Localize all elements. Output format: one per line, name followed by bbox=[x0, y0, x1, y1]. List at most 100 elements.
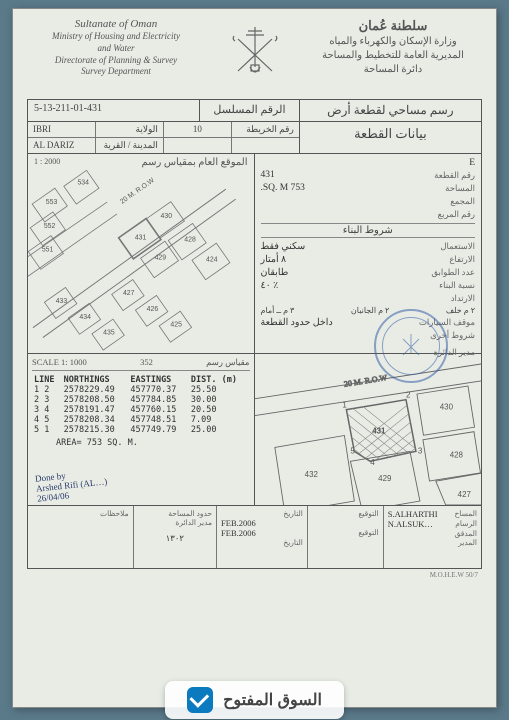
svg-text:431: 431 bbox=[135, 235, 147, 242]
plot-no-value: 431 bbox=[261, 170, 275, 181]
area-value: 753 bbox=[291, 183, 305, 193]
floors-label: عدد الطوابق bbox=[431, 267, 475, 278]
date-2: FEB.2006 bbox=[221, 528, 303, 538]
svg-text:429: 429 bbox=[378, 474, 392, 483]
svg-text:426: 426 bbox=[147, 306, 159, 313]
plot-data-panel: E رقم القطعة 431 المساحة 753 SQ. M. المج… bbox=[255, 154, 482, 353]
wilaya-value: IBRI bbox=[28, 122, 96, 137]
svg-text:425: 425 bbox=[170, 322, 182, 329]
area-unit: SQ. M. bbox=[261, 183, 289, 193]
serial-code: 5-13-211-01-431 bbox=[28, 100, 200, 121]
scale-en: SCALE 1: 1000 bbox=[32, 357, 87, 368]
serial-label: الرقم المسلسل bbox=[200, 100, 300, 121]
conditions-header: شروط البناء bbox=[261, 223, 476, 238]
svg-text:432: 432 bbox=[304, 470, 318, 479]
coordinates-panel: SCALE 1: 1000 352 مقياس رسم LINENORTHING… bbox=[28, 354, 255, 505]
svg-text:433: 433 bbox=[56, 298, 68, 305]
svg-text:427: 427 bbox=[457, 490, 471, 499]
setback-side: ٢ م الجانبان bbox=[351, 306, 389, 315]
country-ar: سلطنة عُمان bbox=[308, 17, 478, 35]
footer-row: ملاحظات حدود المساحة مدير الدائرة ١٣٠٢ ا… bbox=[28, 506, 481, 568]
coord-row: 1 22578229.49457770.3725.50 bbox=[32, 385, 250, 395]
use-value: سكني فقط bbox=[261, 241, 306, 252]
plot-no-label: رقم القطعة bbox=[434, 170, 475, 181]
svg-text:428: 428 bbox=[184, 237, 196, 244]
svg-text:428: 428 bbox=[449, 450, 463, 459]
document-paper: Sultanate of Oman Ministry of Housing an… bbox=[12, 8, 497, 708]
coord-row: 5 12578215.30457749.7925.00 bbox=[32, 425, 250, 435]
header: Sultanate of Oman Ministry of Housing an… bbox=[13, 9, 496, 97]
height-value: ٨ أمتار bbox=[261, 254, 287, 265]
coord-header: NORTHINGS bbox=[62, 375, 129, 385]
sign-label2: التوقيع bbox=[312, 528, 379, 537]
notes-label: ملاحظات bbox=[32, 509, 129, 518]
floors-value: طابقان bbox=[261, 267, 289, 278]
date-1: FEB.2006 bbox=[221, 518, 303, 528]
svg-text:553: 553 bbox=[46, 199, 58, 206]
svg-text:552: 552 bbox=[44, 223, 56, 230]
village-label: المدينة / القرية bbox=[96, 138, 164, 153]
setback-back: ٢ م خلف bbox=[446, 306, 475, 315]
coord-header: LINE bbox=[32, 375, 62, 385]
setback-front: ٣ م ــ أمام bbox=[261, 306, 295, 315]
ministry-en-1: Ministry of Housing and Electricity bbox=[31, 31, 201, 43]
national-emblem-icon bbox=[220, 19, 290, 89]
dept-head-label2: مدير الدائرة bbox=[138, 518, 212, 527]
svg-text:551: 551 bbox=[42, 247, 54, 254]
block-label: رقم المربع bbox=[438, 209, 475, 220]
official-stamp-icon bbox=[374, 309, 448, 383]
ratio-label: نسبة البناء bbox=[439, 280, 475, 291]
title-row: 5-13-211-01-431 الرقم المسلسل رسم مساحي … bbox=[28, 100, 481, 122]
ministry-en-2: and Water bbox=[31, 43, 201, 55]
svg-text:424: 424 bbox=[206, 256, 218, 263]
svg-text:430: 430 bbox=[161, 213, 173, 220]
svg-text:20 M. R.O.W: 20 M. R.O.W bbox=[343, 373, 388, 389]
coord-table: LINENORTHINGSEASTINGSDIST. (m) 1 2257822… bbox=[32, 375, 250, 435]
height-label: الارتفاع bbox=[449, 254, 475, 265]
directorate-en: Directorate of Planning & Survey bbox=[31, 55, 201, 67]
svg-text:427: 427 bbox=[123, 290, 135, 297]
svg-text:2: 2 bbox=[406, 391, 411, 400]
checker-label: المدقق bbox=[455, 529, 477, 538]
footer-num: ١٣٠٢ bbox=[138, 533, 212, 544]
directorate-ar: المديرية العامة للتخطيط والمساحة bbox=[308, 49, 478, 63]
area-label: المساحة bbox=[445, 183, 475, 194]
setback-label: الارتداد bbox=[451, 293, 475, 304]
drawer-label: الرسام bbox=[455, 519, 477, 529]
coord-row: 4 52578208.34457748.517.09 bbox=[32, 415, 250, 425]
e-mark: E bbox=[469, 158, 475, 168]
svg-text:434: 434 bbox=[79, 314, 91, 321]
svg-text:435: 435 bbox=[103, 330, 115, 337]
form-code: M.O.H.E.W 50/7 bbox=[13, 569, 496, 581]
ratio-value: ٪ ٤٠ bbox=[261, 280, 279, 291]
sign-label: التوقيع bbox=[312, 509, 379, 518]
location-info: IBRI الولاية 10 رقم الخريطة AL DARIZ الم… bbox=[28, 122, 300, 153]
coord-header: EASTINGS bbox=[128, 375, 189, 385]
handwritten-note: Done by Arshed Rifi (AL…) 26/04/06 bbox=[35, 468, 109, 505]
plot-data-title: بيانات القطعة bbox=[300, 122, 481, 153]
surveyor-label: المساح bbox=[454, 509, 477, 519]
map-no-value: 10 bbox=[164, 122, 232, 137]
header-english: Sultanate of Oman Ministry of Housing an… bbox=[31, 17, 201, 93]
coord-row: 2 32578208.50457784.8530.00 bbox=[32, 395, 250, 405]
ministry-ar: وزارة الإسكان والكهرباء والمياه bbox=[308, 35, 478, 49]
manager-label: المدير bbox=[458, 538, 477, 547]
country-en: Sultanate of Oman bbox=[31, 17, 201, 31]
area-line: AREA= 753 SQ. M. bbox=[32, 438, 250, 448]
date-label2: التاريخ bbox=[221, 538, 303, 547]
svg-text:3: 3 bbox=[417, 446, 422, 455]
svg-text:4: 4 bbox=[370, 458, 375, 467]
wilaya-label: الولاية bbox=[96, 122, 164, 137]
north-num: 352 bbox=[140, 357, 153, 368]
date-label: التاريخ bbox=[221, 509, 303, 518]
svg-text:430: 430 bbox=[439, 403, 453, 412]
plot-area-label: حدود المساحة bbox=[138, 509, 212, 518]
svg-text:429: 429 bbox=[155, 254, 167, 261]
svg-text:534: 534 bbox=[77, 179, 89, 186]
name-2: N.ALSUK… bbox=[388, 519, 433, 529]
info-row: IBRI الولاية 10 رقم الخريطة AL DARIZ الم… bbox=[28, 122, 481, 154]
use-label: الاستعمال bbox=[440, 241, 475, 252]
svg-text:1: 1 bbox=[342, 401, 347, 410]
scale-ar: مقياس رسم bbox=[206, 357, 249, 368]
map-no-label: رقم الخريطة bbox=[232, 122, 299, 137]
